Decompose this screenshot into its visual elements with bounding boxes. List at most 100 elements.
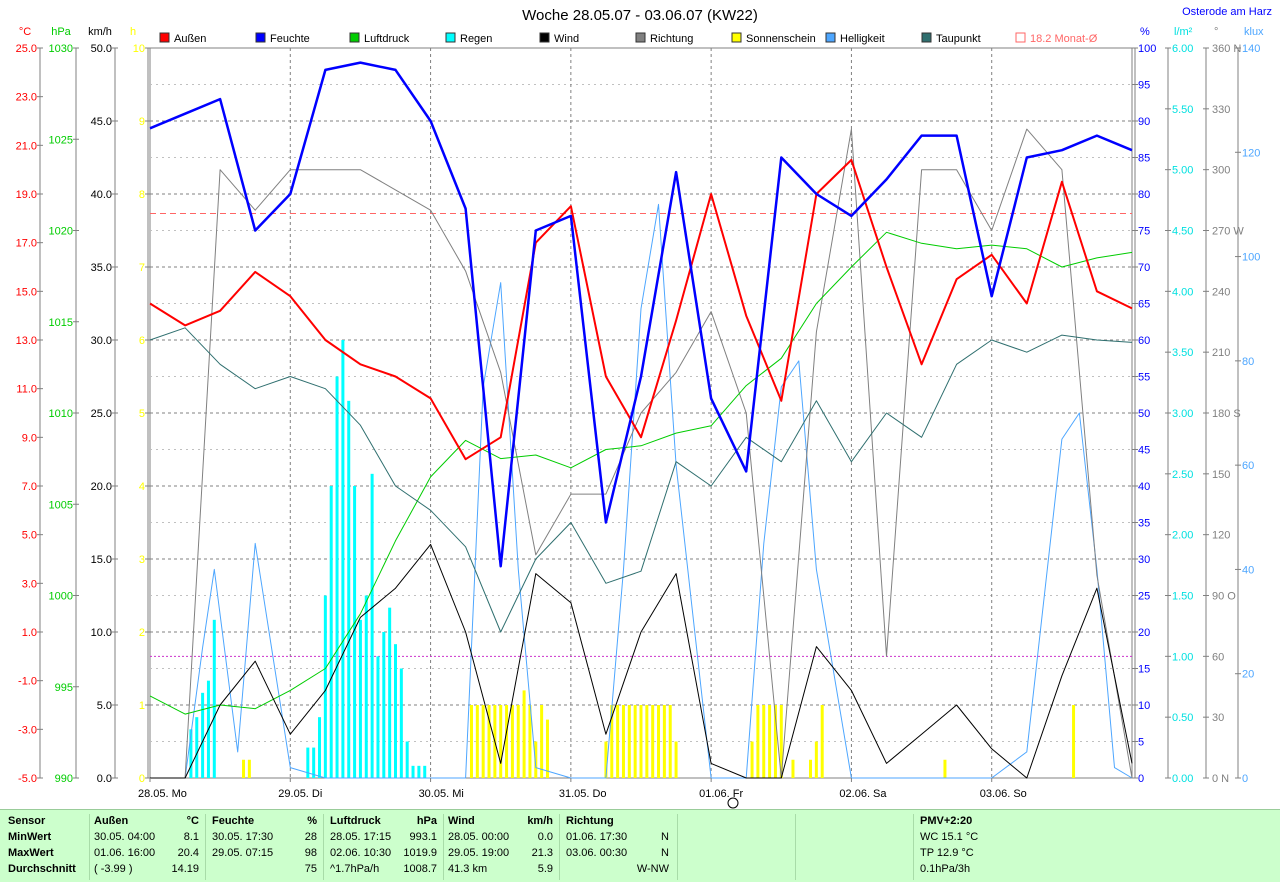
wind-tick-label: 0.0 [97, 773, 112, 785]
rain-bar [347, 400, 351, 778]
sun-tick-label: 5 [139, 408, 145, 420]
stats-luftdruck-column: Luftdruck hPa 28.05. 17:15 993.1 02.06. … [324, 814, 444, 880]
humidity-tick-label: 30 [1138, 554, 1150, 566]
humidity-tick-label: 65 [1138, 299, 1150, 311]
sunshine-bar [779, 705, 783, 778]
rain-bar [212, 619, 216, 778]
humidity-tick-label: 0 [1138, 773, 1144, 785]
sunshine-bar [814, 741, 818, 778]
rain-tick-label: 4.00 [1172, 286, 1193, 298]
stats-min-label: MinWert [8, 831, 52, 843]
stats-aussen-unit: °C [186, 815, 199, 827]
stats-richtung-header: Richtung [566, 815, 614, 827]
legend-label: Luftdruck [364, 33, 410, 45]
sunshine-bar [645, 705, 649, 778]
stats-sensor-header: Sensor [8, 815, 46, 827]
stats-richtung-max-time: 03.06. 00:30 [566, 847, 628, 859]
rain-tick-label: 5.50 [1172, 104, 1193, 116]
legend-swatch [921, 32, 932, 43]
rain-bar [411, 765, 415, 778]
rain-tick-label: 6.00 [1172, 43, 1193, 55]
rain-bar [335, 376, 339, 778]
direction-tick-label: 30 [1212, 712, 1224, 724]
stats-richtung-min-value: N [661, 831, 669, 843]
legend-label: 18.2 Monat-Ø [1030, 33, 1098, 45]
direction-tick-label: 180 S [1212, 408, 1241, 420]
light-tick-label: 40 [1242, 564, 1254, 576]
sunshine-bar [610, 705, 614, 778]
sun-tick-label: 10 [133, 43, 145, 55]
rain-bar [417, 765, 421, 778]
brightness-line [150, 203, 1133, 779]
legend: Außen Feuchte Luftdruck Regen Wind Richtung So… [159, 32, 1098, 45]
humidity-tick-label: 40 [1138, 481, 1150, 493]
sunshine-bar [528, 705, 532, 778]
pressure-unit-label: hPa [51, 26, 71, 38]
pressure-tick-label: 1030 [49, 43, 73, 55]
rain-bar [370, 473, 374, 778]
rain-tick-label: 5.00 [1172, 165, 1193, 177]
direction-tick-label: 210 [1212, 347, 1230, 359]
wind-tick-label: 20.0 [91, 481, 112, 493]
wind-tick-label: 10.0 [91, 627, 112, 639]
sunshine-bar [621, 705, 625, 778]
sun-tick-label: 8 [139, 189, 145, 201]
stats-luftdruck-unit: hPa [416, 815, 437, 827]
temp-tick-label: 15.0 [16, 286, 37, 298]
sunshine-bar [475, 705, 479, 778]
temp-tick-label: 23.0 [16, 92, 37, 104]
rain-bar [399, 668, 403, 778]
direction-tick-label: 360 N [1212, 43, 1241, 55]
light-tick-label: 0 [1242, 773, 1248, 785]
temp-tick-label: 11.0 [16, 384, 37, 396]
rain-bar [189, 729, 193, 778]
direction-tick-label: 0 N [1212, 773, 1229, 785]
stats-wind-min-time: 28.05. 00:00 [448, 831, 510, 843]
chart-title: Woche 28.05.07 - 03.06.07 (KW22) [522, 7, 758, 24]
x-axis-label: 30.05. Mi [419, 788, 464, 800]
sunshine-bar [616, 705, 620, 778]
legend-item: Feuchte [255, 32, 310, 45]
legend-swatch [825, 32, 836, 43]
light-tick-label: 100 [1242, 252, 1260, 264]
rain-tick-label: 1.00 [1172, 651, 1193, 663]
temp-tick-label: -3.0 [18, 724, 37, 736]
outside-temperature-line [149, 158, 1133, 461]
stats-wind-header: Wind [448, 815, 475, 827]
axes: 25.023.021.019.017.015.013.011.09.07.05.… [16, 26, 1264, 785]
stats-luftdruck-avg-note: ^1.7hPa/h [330, 863, 380, 875]
humidity-tick-label: 10 [1138, 700, 1150, 712]
pressure-tick-label: 990 [55, 773, 73, 785]
stats-luftdruck-max-value: 1019.9 [403, 847, 437, 859]
legend-item: Sonnenschein [731, 32, 816, 45]
humidity-tick-label: 50 [1138, 408, 1150, 420]
sunshine-bar [604, 741, 608, 778]
temp-tick-label: 25.0 [16, 43, 37, 55]
sunshine-bar [516, 705, 520, 778]
legend-item: Außen [159, 32, 206, 45]
temp-tick-label: 5.0 [22, 530, 37, 542]
stats-wind-unit: km/h [527, 815, 553, 827]
wind-tick-label: 50.0 [91, 43, 112, 55]
stats-aussen-avg-value: 14.19 [171, 863, 199, 875]
sunshine-bar [762, 705, 766, 778]
sunshine-bar [510, 705, 514, 778]
direction-tick-label: 150 [1212, 469, 1230, 481]
legend-swatch [731, 32, 742, 43]
temp-tick-label: 17.0 [16, 238, 37, 250]
stats-wind-avg-value: 5.9 [537, 863, 553, 875]
statistics-panel: Sensor MinWert MaxWert Durchschnitt Auße… [0, 809, 1280, 882]
dewpoint-line [149, 327, 1133, 633]
sunshine-bar [540, 705, 544, 778]
stats-aussen-max-time: 01.06. 16:00 [94, 847, 156, 859]
legend-swatch [1015, 32, 1026, 43]
direction-tick-label: 330 [1212, 104, 1230, 116]
stats-luftdruck-avg-value: 1008.7 [403, 863, 437, 875]
stats-pmv-header: PMV+2:20 [920, 815, 973, 827]
stats-richtung-avg-value: W-NW [636, 863, 669, 875]
wind-speed-line [150, 543, 1133, 779]
rain-bars [189, 340, 427, 778]
direction-tick-label: 240 [1212, 286, 1230, 298]
light-tick-label: 60 [1242, 460, 1254, 472]
legend-label: Feuchte [270, 33, 310, 45]
